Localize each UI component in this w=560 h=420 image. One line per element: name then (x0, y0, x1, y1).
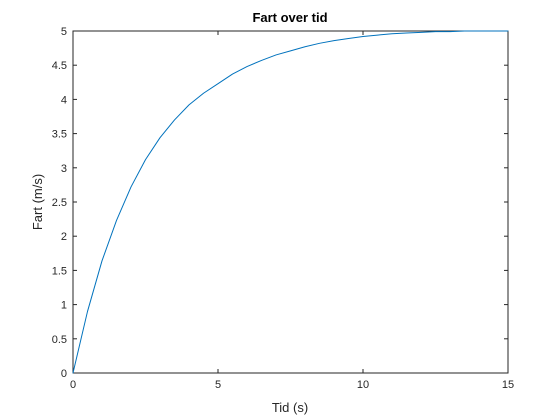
x-tick-label: 10 (357, 379, 369, 391)
y-tick-label: 1 (61, 300, 67, 312)
plot-area (72, 30, 509, 374)
y-tick-label: 2.5 (52, 197, 67, 209)
y-tick-label: 4.5 (52, 60, 67, 72)
x-tick-label: 15 (502, 379, 514, 391)
y-tick-label: 3.5 (52, 129, 67, 141)
x-tick-label: 0 (70, 379, 76, 391)
series-line (72, 30, 509, 374)
chart-title: Fart over tid (252, 10, 327, 25)
y-axis-label: Fart (m/s) (30, 174, 45, 230)
y-tick-label: 5 (61, 26, 67, 38)
x-axis-label: Tid (s) (272, 400, 308, 415)
y-tick-label: 0 (61, 368, 67, 380)
x-tick-label: 5 (215, 379, 221, 391)
y-tick-label: 0.5 (52, 334, 67, 346)
y-tick-label: 4 (61, 94, 67, 106)
ticks-layer: 0 5 10 15 0 0.5 1 1.5 2 2.5 3 3.5 4 4.5 5 (52, 26, 514, 391)
y-tick-label: 2 (61, 231, 67, 243)
y-tick-label: 1.5 (52, 265, 67, 277)
series-layer (72, 30, 509, 374)
y-tick-label: 3 (61, 163, 67, 175)
